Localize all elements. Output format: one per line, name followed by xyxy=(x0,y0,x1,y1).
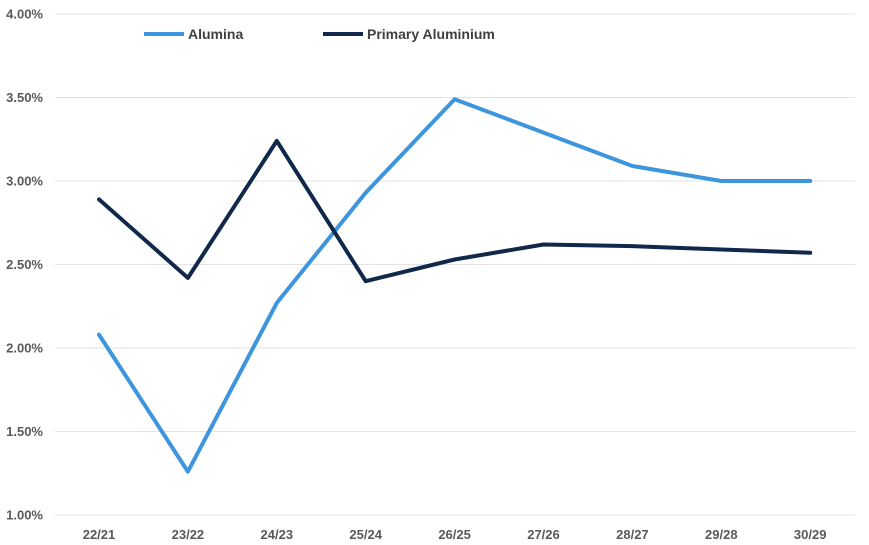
x-tick-label: 28/27 xyxy=(616,527,649,542)
y-tick-label: 4.00% xyxy=(6,7,43,22)
y-tick-label: 3.50% xyxy=(6,90,43,105)
y-tick-label: 1.50% xyxy=(6,424,43,439)
series-lines xyxy=(97,97,813,474)
legend-item-primary-aluminium: Primary Aluminium xyxy=(323,26,495,42)
x-tick-label: 26/25 xyxy=(438,527,471,542)
x-tick-label: 30/29 xyxy=(794,527,827,542)
x-tick-label: 25/24 xyxy=(349,527,382,542)
x-tick-label: 23/22 xyxy=(172,527,205,542)
x-tick-label: 27/26 xyxy=(527,527,560,542)
legend-label-primary-aluminium: Primary Aluminium xyxy=(367,26,495,42)
y-tick-label: 1.00% xyxy=(6,508,43,523)
x-tick-label: 22/21 xyxy=(83,527,116,542)
y-axis-ticks: 1.00% 1.50% 2.00% 2.50% 3.00% 3.50% 4.00% xyxy=(6,7,43,523)
series-line-alumina xyxy=(97,97,813,474)
y-tick-label: 2.50% xyxy=(6,257,43,272)
x-tick-label: 29/28 xyxy=(705,527,738,542)
y-tick-label: 3.00% xyxy=(6,174,43,189)
legend: Alumina Primary Aluminium xyxy=(144,26,495,42)
y-tick-label: 2.00% xyxy=(6,341,43,356)
x-axis-ticks: 22/21 23/22 24/23 25/24 26/25 27/26 28/27 29/28… xyxy=(83,527,827,542)
legend-label-alumina: Alumina xyxy=(188,26,243,42)
legend-item-alumina: Alumina xyxy=(144,26,243,42)
series-line-primary-aluminium xyxy=(97,138,813,284)
x-tick-label: 24/23 xyxy=(261,527,294,542)
